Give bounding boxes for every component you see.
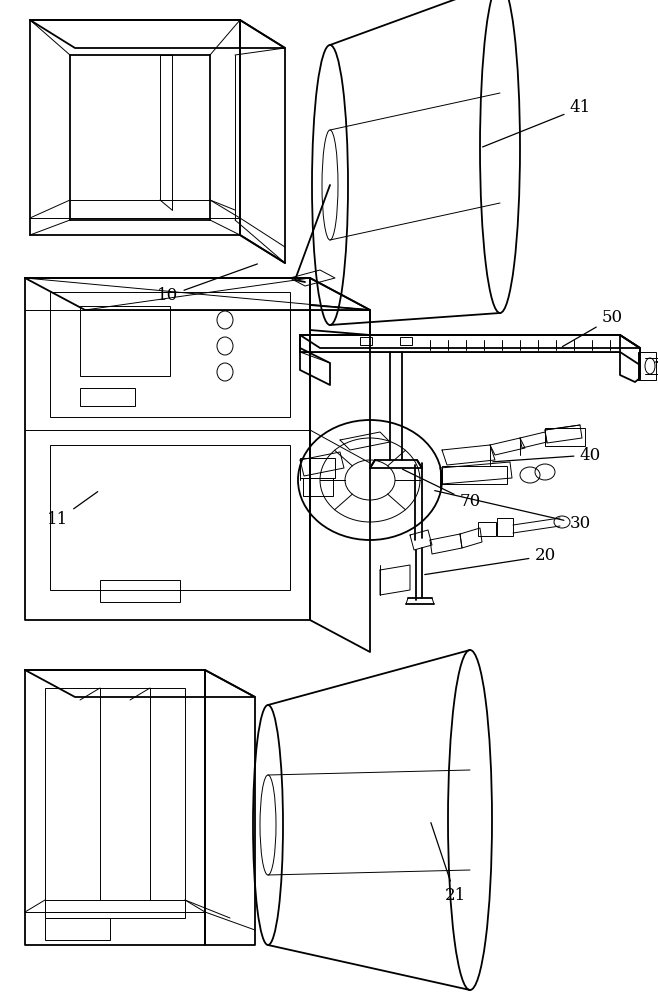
Bar	[638, 352, 656, 380]
Bar	[80, 306, 170, 376]
Bar	[300, 458, 335, 478]
Bar	[80, 388, 135, 406]
Text: 70: 70	[403, 469, 480, 510]
Text: 20: 20	[425, 548, 555, 575]
Text: 41: 41	[482, 100, 591, 147]
Bar	[545, 428, 585, 446]
Bar	[360, 337, 372, 345]
Bar	[303, 478, 333, 496]
Text: 50: 50	[563, 310, 622, 347]
Bar	[50, 292, 290, 417]
Bar	[100, 580, 180, 602]
Text: 40: 40	[493, 446, 601, 464]
Bar	[442, 466, 507, 484]
Bar	[400, 337, 412, 345]
Text: 10: 10	[157, 264, 257, 304]
Text: 21: 21	[431, 823, 466, 904]
Bar	[45, 918, 110, 940]
Bar	[45, 688, 185, 918]
Bar	[497, 518, 513, 536]
Bar	[478, 522, 496, 536]
Bar	[50, 445, 290, 590]
Text: 30: 30	[435, 491, 591, 532]
Text: 11: 11	[47, 492, 98, 528]
